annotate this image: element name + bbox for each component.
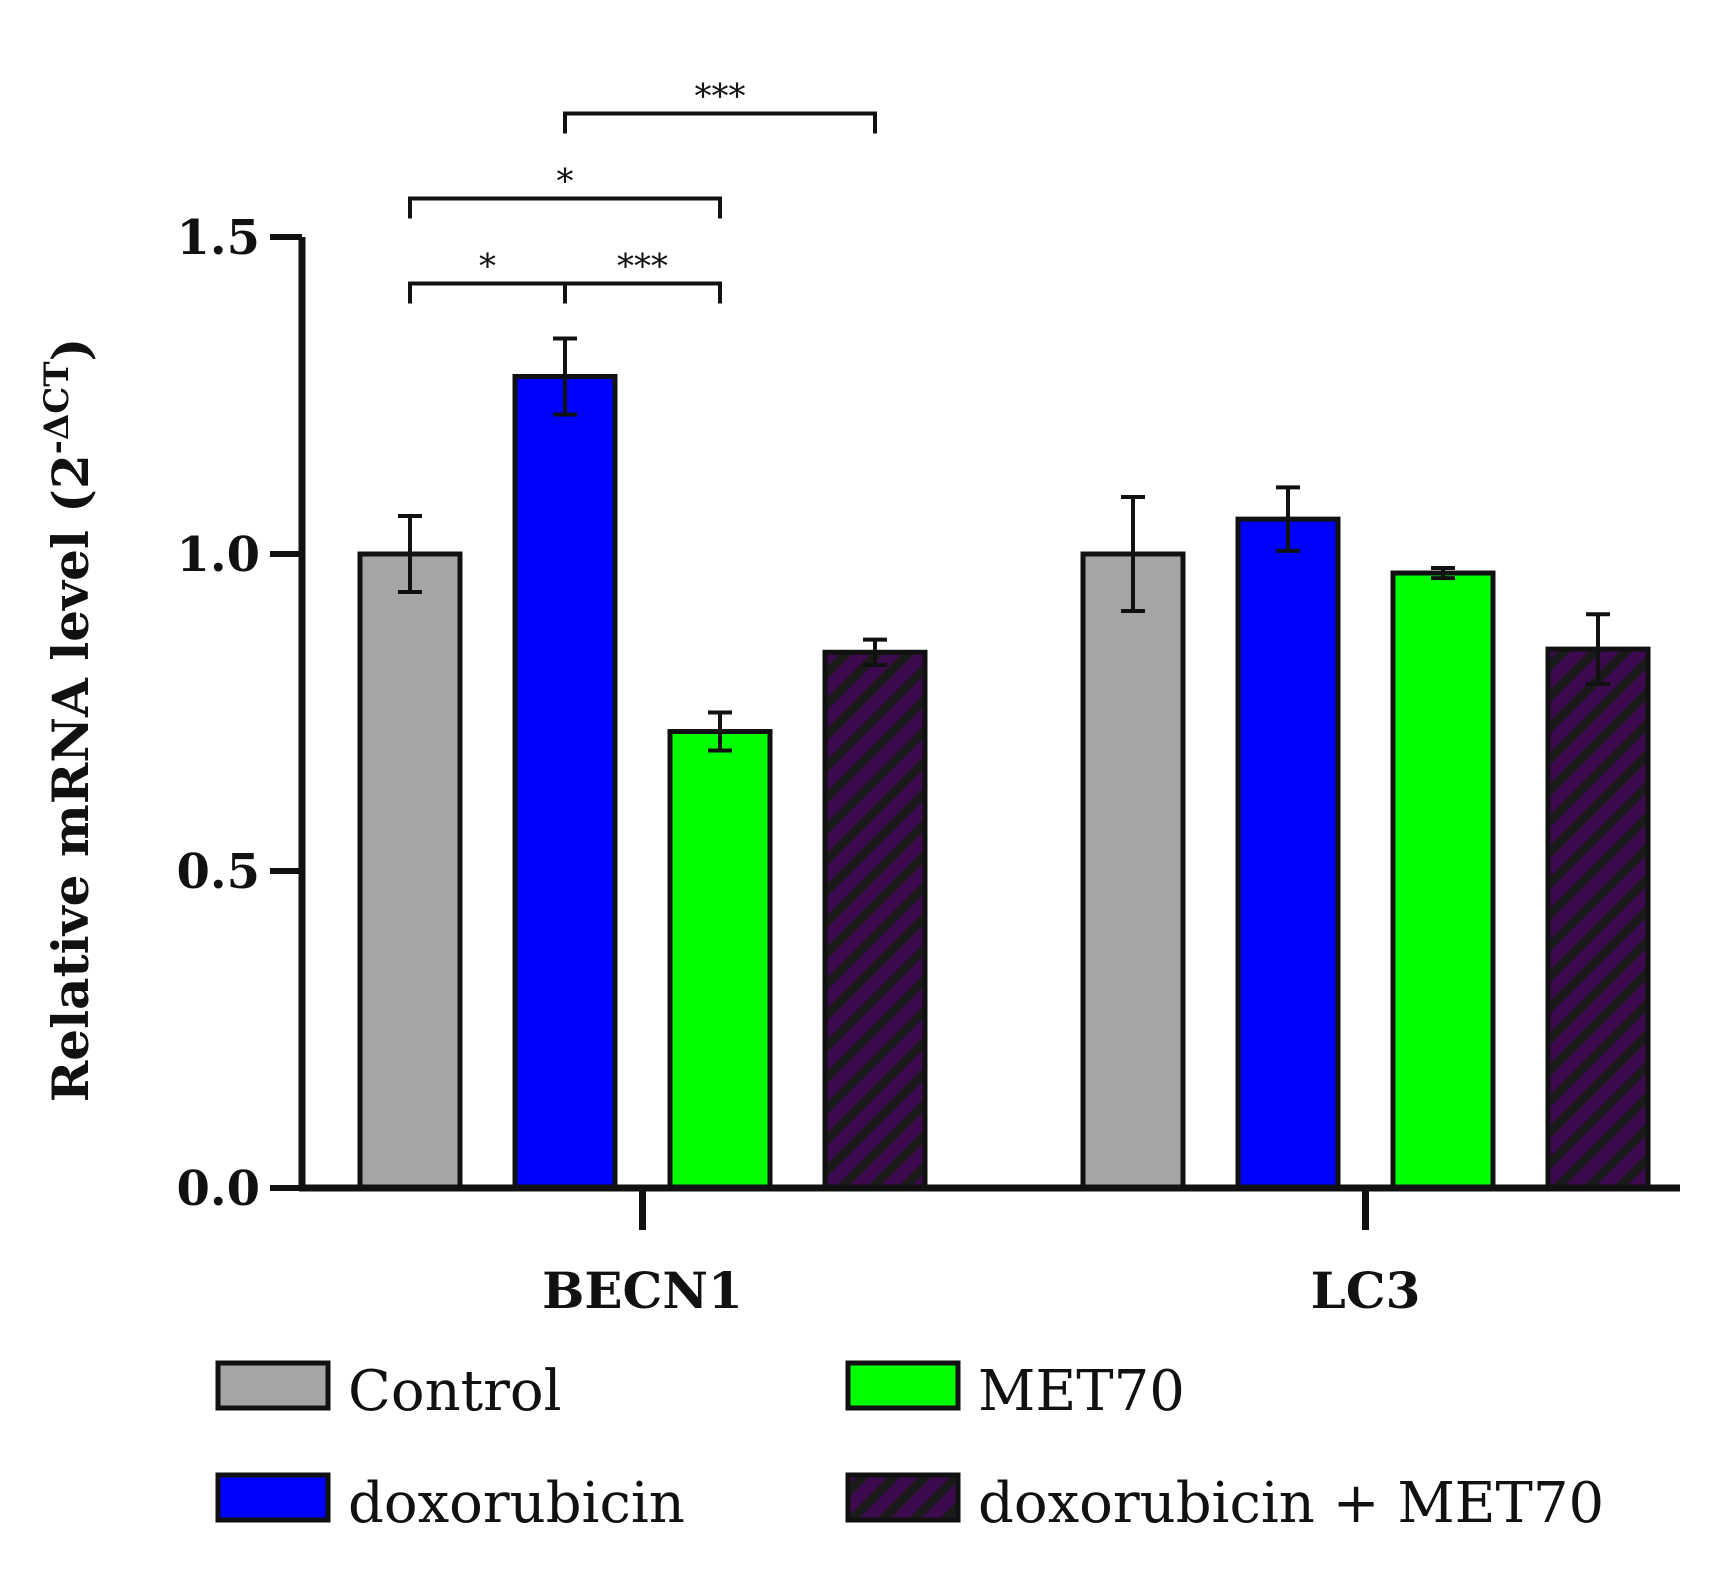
- error-bar-becn1-control: [398, 513, 422, 595]
- legend-item-control: Control: [215, 1359, 562, 1424]
- error-bar-lc3-control: [1121, 494, 1145, 614]
- legend-label: MET70: [978, 1359, 1185, 1424]
- bar-lc3-doxorubicin-met70: [1545, 646, 1651, 1191]
- bar-lc3-control: [1080, 551, 1186, 1191]
- y-axis-label-main: Relative mRNA level (2: [41, 454, 100, 1102]
- legend-swatch: [215, 1472, 331, 1523]
- error-bar-becn1-met70: [708, 710, 732, 753]
- x-tick-label-becn1: BECN1: [542, 1261, 743, 1320]
- significance-bracket: ***: [563, 76, 877, 134]
- y-axis-label: Relative mRNA level (2-ΔCT): [37, 338, 100, 1103]
- error-bar-lc3-met70: [1431, 565, 1455, 581]
- legend-swatch: [845, 1472, 961, 1523]
- significance-bracket: *: [408, 246, 567, 304]
- significance-label: *: [479, 246, 496, 286]
- legend-label: doxorubicin: [348, 1471, 685, 1536]
- error-bar-becn1-doxorubicin: [553, 336, 577, 417]
- legend-label: doxorubicin + MET70: [978, 1471, 1604, 1536]
- y-tick-label: 1.0: [176, 527, 260, 583]
- y-tick-label: 0.5: [176, 844, 260, 900]
- error-bar-lc3-doxorubicin-met70: [1586, 612, 1610, 686]
- error-bar-becn1-doxorubicin-met70: [863, 637, 887, 667]
- y-axis-label-close: ): [41, 338, 100, 362]
- bar-becn1-met70: [667, 729, 773, 1191]
- bar-becn1-doxorubicin-met70: [822, 649, 928, 1191]
- error-bar-lc3-doxorubicin: [1276, 485, 1300, 553]
- x-tick-label-lc3: LC3: [1311, 1261, 1421, 1320]
- significance-bracket: ***: [563, 246, 722, 304]
- legend-item-doxorubicin: doxorubicin: [215, 1471, 685, 1536]
- y-axis-label-superscript: -ΔCT: [37, 361, 77, 454]
- legend: Control MET70 doxorubicin doxorubicin + MET…: [215, 1359, 1604, 1536]
- significance-label: ***: [617, 246, 668, 286]
- legend-swatch: [215, 1360, 331, 1411]
- significance-layer: * *******: [408, 76, 877, 304]
- bar-becn1-doxorubicin: [512, 373, 618, 1191]
- bar-lc3-doxorubicin: [1235, 516, 1341, 1191]
- significance-bracket: *: [408, 161, 722, 219]
- bar-lc3-met70: [1390, 570, 1496, 1191]
- legend-item-doxorubicin-met70: doxorubicin + MET70: [845, 1471, 1604, 1536]
- legend-item-met70: MET70: [845, 1359, 1185, 1424]
- axes-layer: 0.0 0.5 1.0 1.5 BECN1 LC3: [176, 210, 1680, 1320]
- legend-swatch: [845, 1360, 961, 1411]
- y-tick-label: 0.0: [176, 1161, 260, 1217]
- significance-label: *: [557, 161, 574, 201]
- bars-layer: [357, 336, 1651, 1191]
- legend-label: Control: [348, 1359, 562, 1424]
- bar-becn1-control: [357, 551, 463, 1191]
- y-tick-label: 1.5: [176, 210, 260, 266]
- significance-label: ***: [695, 76, 746, 116]
